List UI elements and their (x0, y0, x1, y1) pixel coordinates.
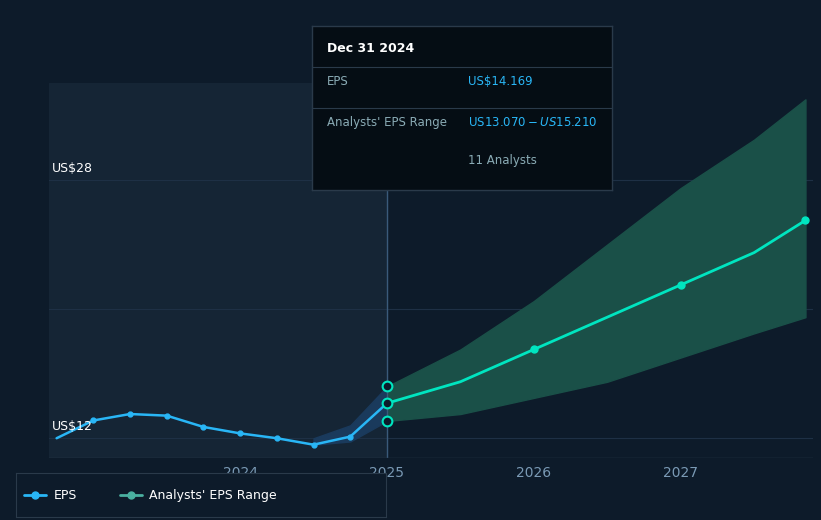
Text: US$13.070 - US$15.210: US$13.070 - US$15.210 (468, 116, 597, 129)
Text: 11 Analysts: 11 Analysts (468, 154, 537, 167)
Bar (49, 83, 387, 458)
Text: Dec 31 2024: Dec 31 2024 (327, 42, 415, 55)
Text: US$12: US$12 (53, 420, 93, 433)
Text: Analysts' EPS Range: Analysts' EPS Range (327, 116, 447, 129)
Text: US$14.169: US$14.169 (468, 75, 533, 88)
Text: Actual: Actual (344, 143, 381, 156)
Text: Analysts' EPS Range: Analysts' EPS Range (149, 489, 277, 502)
Text: EPS: EPS (327, 75, 349, 88)
Text: Analysts Forecasts: Analysts Forecasts (393, 143, 502, 156)
Text: EPS: EPS (53, 489, 76, 502)
Text: US$28: US$28 (53, 162, 94, 175)
